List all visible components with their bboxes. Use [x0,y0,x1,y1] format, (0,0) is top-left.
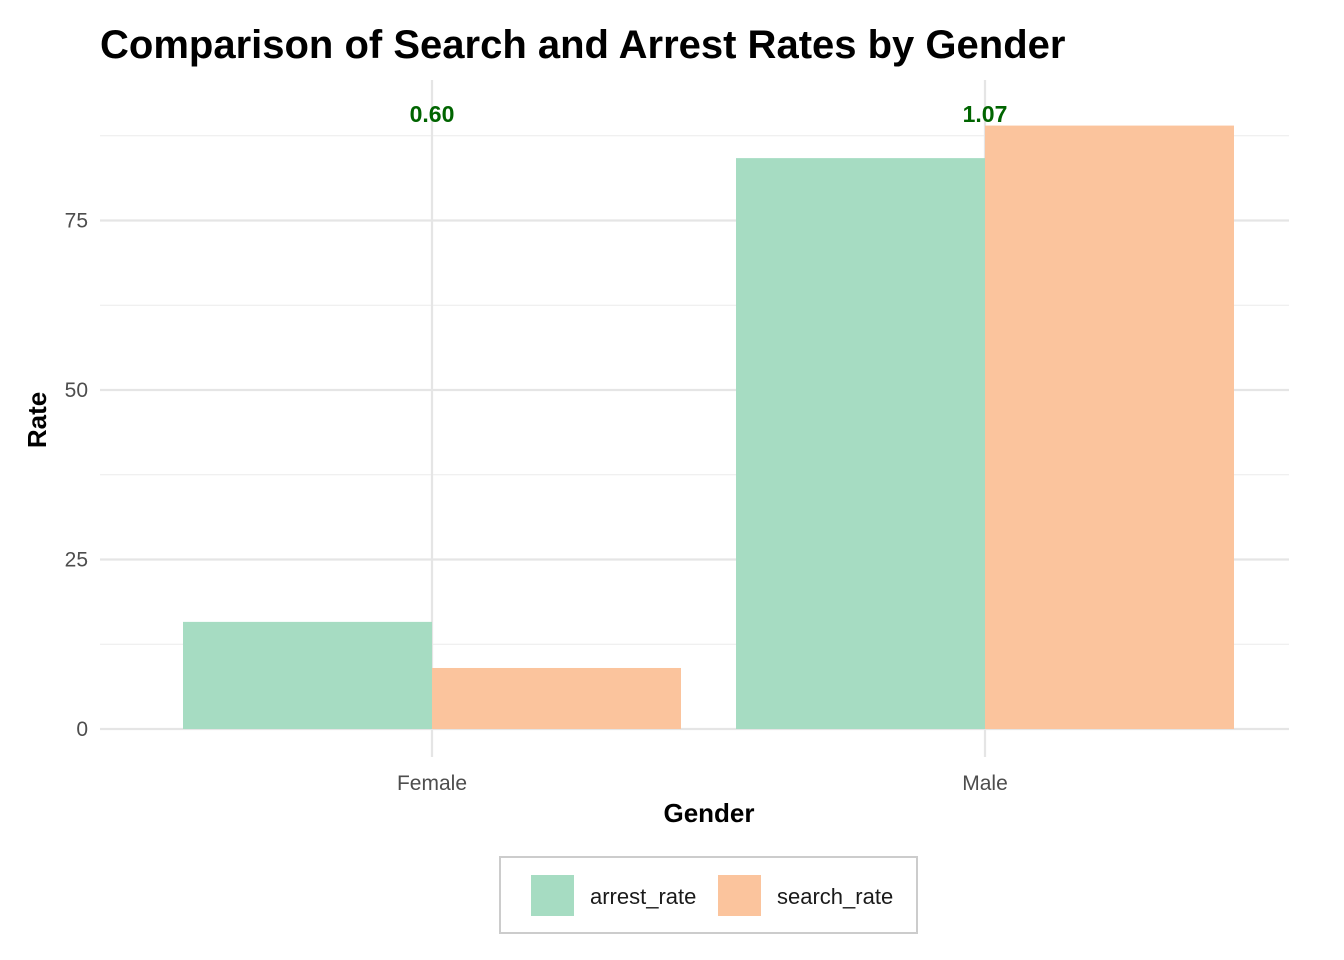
plot-panel: 0.60 1.07 [100,80,1289,757]
chart-title: Comparison of Search and Arrest Rates by… [100,23,1065,67]
y-axis-ticks: 0 25 50 75 [65,210,88,742]
legend-items: arrest_rate search_rate [531,875,893,916]
legend-label: search_rate [777,884,893,909]
legend-key-arrest_rate [531,875,574,916]
x-tick-label: Female [397,772,467,795]
y-tick-label: 50 [65,379,88,402]
bar-arrest_rate-male [736,158,985,729]
x-axis-ticks: Female Male [397,772,1008,795]
legend-label: arrest_rate [590,884,696,909]
legend-key-search_rate [718,875,761,916]
ratio-label: 0.60 [410,101,455,127]
x-tick-label: Male [962,772,1008,795]
bars [183,125,1234,729]
y-tick-label: 25 [65,549,88,572]
bar-search_rate-male [985,125,1234,729]
legend-box [499,856,918,934]
ratio-annotations: 0.60 1.07 [410,101,1008,127]
legend: arrest_rate search_rate [499,856,918,934]
y-axis-title: Rate [22,392,52,448]
ratio-label: 1.07 [963,101,1008,127]
bar-search_rate-female [432,667,681,729]
y-tick-label: 0 [76,718,88,741]
bar-arrest_rate-female [183,621,432,729]
x-axis-title: Gender [663,798,754,828]
y-tick-label: 75 [65,210,88,233]
